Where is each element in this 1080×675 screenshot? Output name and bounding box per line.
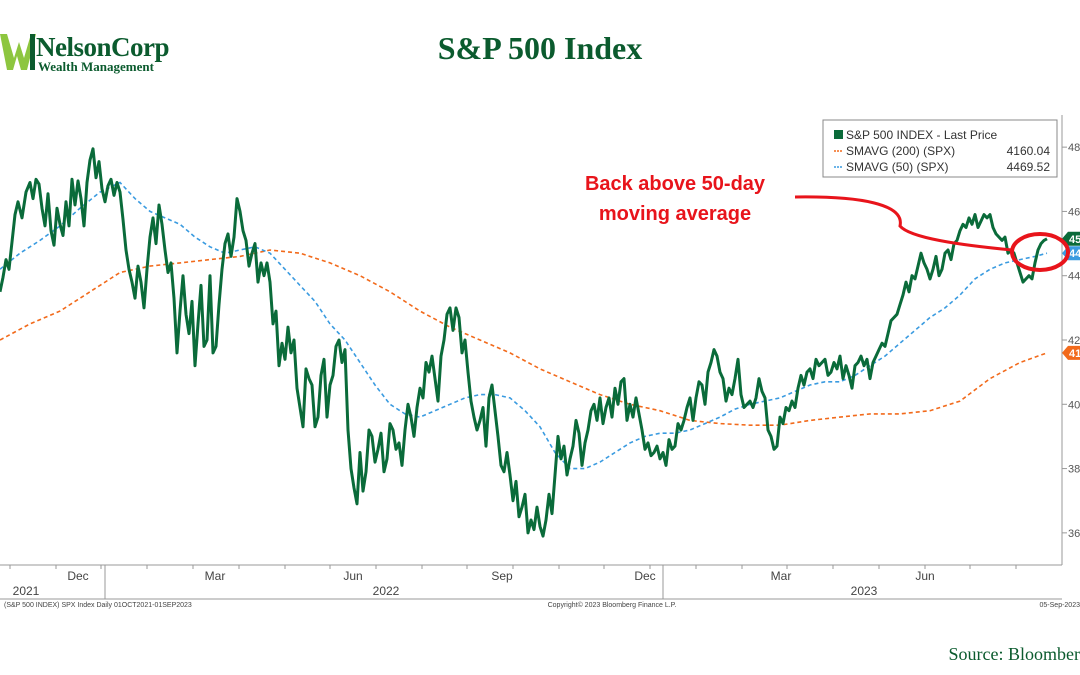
- y-tick-label: 40: [1068, 399, 1080, 411]
- y-tick-label: 36: [1068, 528, 1080, 540]
- x-tick-label: Sep: [491, 569, 513, 583]
- annotation-circle: [1010, 232, 1070, 272]
- y-tick-label: 42: [1068, 335, 1080, 347]
- annotation-arrow: [794, 195, 1013, 252]
- legend-label: S&P 500 INDEX - Last Price: [846, 128, 998, 142]
- nelsoncorp-logo-mark: [0, 34, 36, 70]
- logo: NelsonCorp Wealth Management: [0, 28, 180, 78]
- x-tick-label: Jun: [915, 569, 934, 583]
- x-year-label: 2023: [851, 584, 878, 598]
- last-value-tag: [1062, 231, 1080, 246]
- series-line-price: [0, 147, 1048, 538]
- source-note: Source: Bloomber: [948, 644, 1080, 664]
- legend-box: [822, 119, 1058, 178]
- legend: S&P 500 INDEX - Last Price SMAVG (200) (S…: [822, 119, 1058, 178]
- x-tick-label: Mar: [771, 569, 792, 583]
- logo-subtitle: Wealth Management: [38, 59, 154, 74]
- footer-center: Copyright© 2023 Bloomberg Finance L.P.: [548, 601, 677, 609]
- y-tick-label: 46: [1068, 206, 1080, 218]
- x-tick-label: Mar: [205, 569, 226, 583]
- legend-label: SMAVG (50) (SPX): [846, 160, 948, 174]
- legend-label: SMAVG (200) (SPX): [846, 144, 955, 158]
- series-line-sma200: [0, 249, 1048, 426]
- x-tick-label: Jun: [343, 569, 362, 583]
- footer-right: 05-Sep-2023: [1040, 602, 1080, 609]
- page-title: S&P 500 Index: [437, 30, 643, 66]
- annotation-line-2: moving average: [599, 203, 751, 225]
- last-value-tag: [1062, 345, 1080, 360]
- last-value-tag-label: 45: [1069, 234, 1080, 246]
- logo-name: NelsonCorp: [36, 32, 170, 62]
- series-line-sma50: [0, 181, 1048, 470]
- y-tick-label: 44: [1068, 271, 1080, 283]
- x-tick-label: Dec: [634, 569, 655, 583]
- legend-swatch: [834, 130, 843, 139]
- legend-value: 4469.52: [1007, 160, 1051, 174]
- last-value-tag-label: 44: [1069, 248, 1080, 260]
- footer-left: (S&P 500 INDEX) SPX Index Daily 01OCT202…: [4, 602, 192, 609]
- last-value-tag-label: 41: [1069, 348, 1080, 360]
- y-tick-label: 38: [1068, 464, 1080, 476]
- chart: 36 38 40 42 44 46 48 Dec Mar Jun Sep Dec Mar Jun 2021 2…: [0, 115, 1080, 609]
- x-tick-label: Dec: [67, 569, 88, 583]
- x-year-label: 2022: [373, 584, 400, 598]
- y-tick-label: 48: [1068, 142, 1080, 154]
- x-year-label: 2021: [13, 584, 40, 598]
- annotation-line-1: Back above 50-day: [585, 173, 766, 195]
- legend-value: 4160.04: [1007, 144, 1051, 158]
